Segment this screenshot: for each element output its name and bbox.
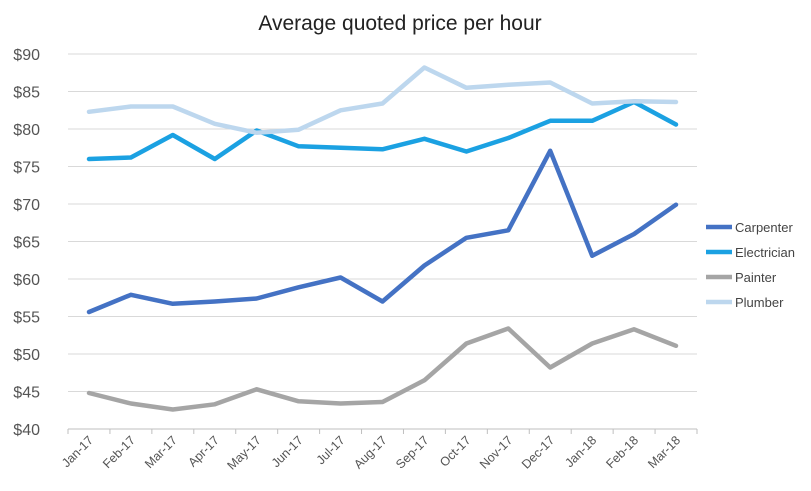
y-tick-label: $45 <box>13 385 40 402</box>
x-axis: Jan-17 Feb-17 Mar-17 Apr-17 May-17 Jun-17 Jul-… <box>59 428 698 473</box>
y-tick-label: $40 <box>13 422 40 439</box>
chart-title: Average quoted price per hour <box>258 12 541 35</box>
legend-label: Carpenter <box>735 220 793 235</box>
legend: Carpenter Electrician Painter Plumber <box>706 220 795 310</box>
y-tick-label: $50 <box>13 347 40 364</box>
y-tick-label: $65 <box>13 235 40 252</box>
x-tick-label: Mar-18 <box>645 433 683 471</box>
series-line-carpenter <box>86 148 679 315</box>
y-tick-label: $75 <box>13 160 40 177</box>
x-tick-label: Oct-17 <box>437 433 473 469</box>
y-axis: $40 $45 $50 $55 $60 $65 $70 $75 $80 $85 $90 <box>13 47 40 439</box>
y-tick-label: $55 <box>13 310 40 327</box>
series-line-electrician <box>86 99 679 162</box>
x-tick-label: Apr-17 <box>185 433 221 469</box>
series-lines <box>86 65 679 412</box>
y-tick-label: $90 <box>13 47 40 64</box>
x-tick-label: Jan-17 <box>59 433 96 470</box>
y-tick-label: $80 <box>13 122 40 139</box>
x-tick-label: Jan-18 <box>562 433 599 470</box>
y-tick-label: $85 <box>13 85 40 102</box>
y-tick-label: $70 <box>13 197 40 214</box>
x-tick-label: Nov-17 <box>477 433 515 471</box>
series-line-plumber <box>86 65 679 136</box>
x-tick-label: Feb-17 <box>100 433 138 471</box>
legend-label: Painter <box>735 270 777 285</box>
legend-label: Electrician <box>735 245 795 260</box>
series-line-painter <box>86 326 679 412</box>
x-tick-label: Feb-18 <box>603 433 641 471</box>
x-tick-label: May-17 <box>224 433 263 472</box>
x-tick-label: Sep-17 <box>393 433 431 471</box>
x-tick-label: Jul-17 <box>314 433 348 467</box>
legend-label: Plumber <box>735 295 784 310</box>
gridlines <box>68 53 697 430</box>
x-tick-label: Jun-17 <box>269 433 306 470</box>
x-tick-label: Dec-17 <box>519 433 557 471</box>
x-tick-label: Aug-17 <box>351 433 389 471</box>
x-tick-label: Mar-17 <box>142 433 180 471</box>
y-tick-label: $60 <box>13 272 40 289</box>
